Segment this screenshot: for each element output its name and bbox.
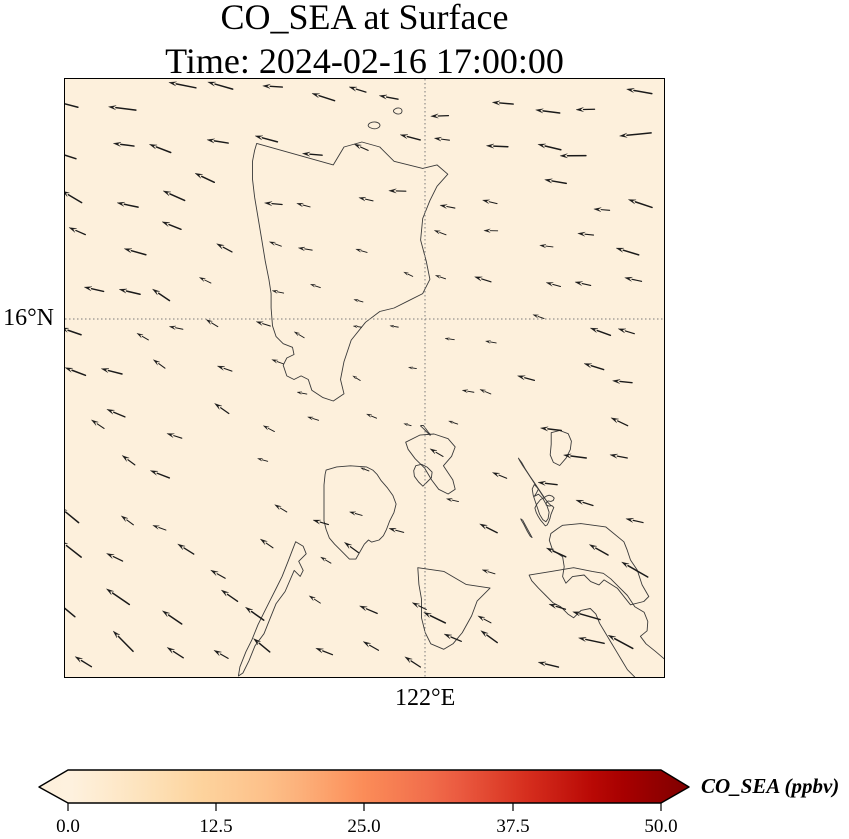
svg-text:CO_SEA (ppbv): CO_SEA (ppbv): [701, 774, 839, 798]
svg-text:25.0: 25.0: [347, 816, 380, 837]
svg-text:12.5: 12.5: [199, 816, 232, 837]
svg-text:0.0: 0.0: [56, 816, 80, 837]
svg-text:37.5: 37.5: [496, 816, 529, 837]
svg-text:50.0: 50.0: [644, 816, 677, 837]
